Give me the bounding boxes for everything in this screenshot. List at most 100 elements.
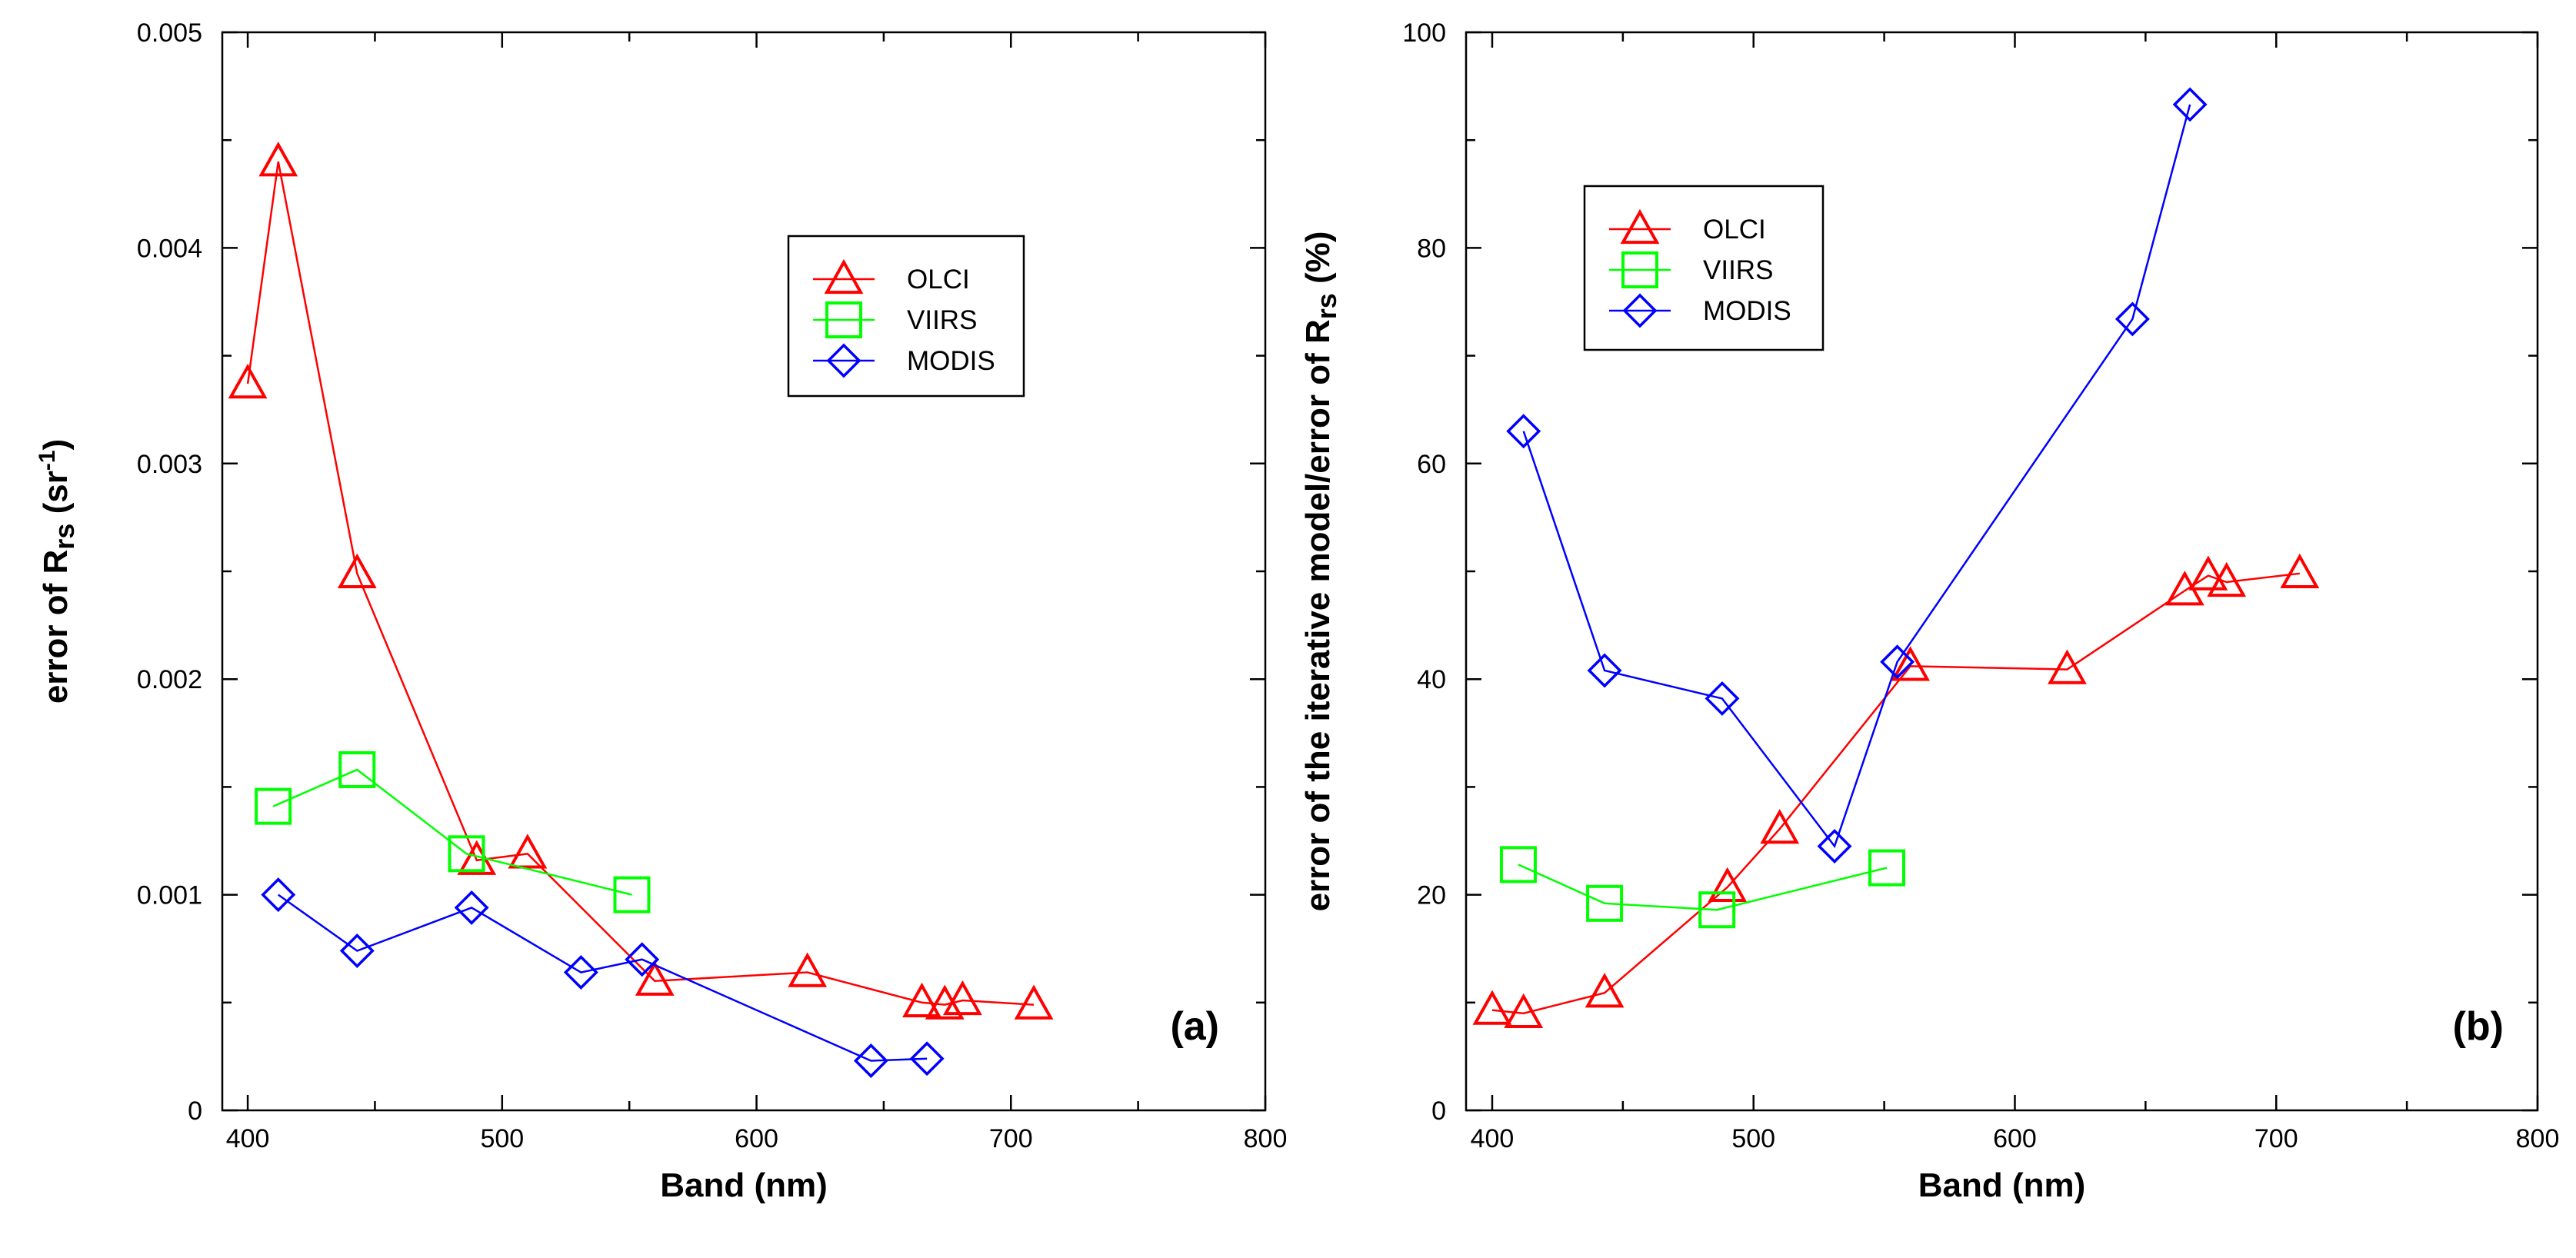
modis-point: [2114, 301, 2150, 337]
modis-point: [1506, 414, 1541, 449]
olci-point: [1891, 646, 1931, 681]
modis-point: [853, 1043, 888, 1078]
legend-olci-marker: [824, 258, 864, 295]
y-tick-label: 60: [1417, 450, 1446, 479]
x-axis-title: Band (nm): [660, 1166, 828, 1204]
y-tick-label: 0.002: [137, 665, 202, 694]
viirs-point: [338, 750, 376, 788]
series-modis: [1506, 87, 2208, 864]
modis-point: [454, 890, 489, 925]
y-axis-title-main: error of R: [37, 550, 75, 704]
legend-olci-marker: [1620, 208, 1660, 245]
series-olci: [1472, 553, 2320, 1028]
olci-point: [635, 960, 675, 996]
modis-point: [339, 934, 375, 968]
y-axis-title-main: error of the iterative model/error of R: [1299, 319, 1337, 911]
x-axis-title: Band (nm): [1918, 1166, 2086, 1204]
olci-point: [1014, 984, 1054, 1020]
series-modis: [261, 877, 945, 1078]
olci-point: [228, 363, 268, 399]
y-tick-label: 100: [1402, 18, 1446, 48]
y-axis-title-suffix: (sr: [37, 471, 75, 523]
legend-modis-marker: [826, 343, 861, 378]
y-tick-label: 40: [1417, 665, 1446, 694]
y-tick-label: 0.003: [137, 450, 202, 479]
legend-label: MODIS: [907, 346, 995, 376]
olci-point: [508, 834, 548, 869]
x-tick-label: 700: [989, 1124, 1033, 1153]
x-tick-label: 600: [1993, 1124, 2037, 1153]
olci-point: [1708, 867, 1748, 902]
modis-point: [625, 942, 660, 977]
legend-label: VIIRS: [907, 305, 977, 335]
y-tick-label: 80: [1417, 234, 1446, 263]
y-axis-title-close: ): [37, 439, 75, 451]
olci-point: [2048, 649, 2087, 684]
modis-point: [1587, 653, 1622, 688]
viirs-point: [1586, 884, 1624, 922]
olci-point: [2207, 561, 2247, 597]
olci-point: [1472, 990, 1512, 1025]
y-axis-title-subscript: rs: [48, 524, 80, 550]
olci-point: [943, 980, 982, 1016]
viirs-point: [255, 787, 292, 825]
x-tick-label: 400: [1471, 1124, 1515, 1153]
modis-point: [261, 877, 296, 913]
legend-modis-marker: [1622, 293, 1658, 328]
chart-panel-0: 400 500 600 700 800 0 0.001 0.002 0.003 0.004 0.00…: [35, 18, 1287, 1204]
series-viirs: [255, 750, 651, 914]
x-tick-label: 700: [2254, 1124, 2298, 1153]
y-axis-title-superscript: -1: [35, 450, 60, 471]
y-axis-title-subscript: rs: [1311, 293, 1342, 319]
y-tick-label: 0: [1431, 1097, 1446, 1126]
viirs-line: [272, 768, 632, 896]
olci-point: [1504, 993, 1544, 1028]
olci-line: [1491, 572, 2300, 1015]
y-tick-label: 20: [1417, 881, 1446, 910]
viirs-point: [1499, 846, 1537, 884]
chart-panel-1: 400 500 600 700 800 0 20 40 60 80 100 Band (nm) erro…: [1299, 18, 2559, 1204]
olci-point: [2188, 555, 2228, 591]
x-tick-label: 400: [226, 1124, 270, 1153]
y-tick-label: 0: [188, 1097, 202, 1126]
legend-label: MODIS: [1703, 296, 1791, 326]
y-axis-title: error of the iterative model/error of Rr…: [1299, 231, 1342, 912]
legend-viirs-marker: [825, 301, 862, 338]
modis-point: [909, 1041, 945, 1077]
y-axis-title-suffix: (%): [1299, 231, 1337, 294]
viirs-line: [1518, 864, 1888, 911]
modis-point: [563, 955, 598, 990]
x-tick-label: 800: [1244, 1124, 1288, 1153]
viirs-point: [613, 876, 651, 914]
y-tick-label: 0.001: [137, 881, 202, 910]
x-tick-label: 500: [1731, 1124, 1775, 1153]
x-tick-label: 800: [2516, 1124, 2560, 1153]
olci-point: [788, 952, 828, 987]
olci-point: [902, 982, 941, 1017]
olci-point: [2280, 553, 2320, 588]
legend: OLCI VIIRS MODIS: [1583, 185, 1825, 351]
viirs-point: [1698, 891, 1736, 929]
x-tick-label: 500: [480, 1124, 524, 1153]
modis-line: [1522, 104, 2191, 849]
legend-label: OLCI: [1703, 215, 1766, 245]
legend-label: VIIRS: [1703, 255, 1773, 285]
y-axis-title: error of Rrs (sr-1): [35, 439, 80, 704]
y-tick-label: 0.005: [137, 18, 202, 48]
panel-label: (a): [1170, 1004, 1219, 1049]
legend: OLCI VIIRS MODIS: [787, 235, 1025, 398]
olci-point: [258, 141, 298, 177]
y-tick-label: 0.004: [137, 234, 202, 263]
panel-label: (b): [2453, 1004, 2504, 1049]
modis-line: [278, 894, 928, 1062]
modis-point: [2172, 87, 2208, 122]
olci-point: [1585, 973, 1625, 1008]
series-viirs: [1499, 846, 1906, 929]
legend-viirs-marker: [1621, 251, 1658, 288]
modis-point: [1817, 829, 1852, 864]
plot-frame: [221, 31, 1267, 1112]
modis-point: [1880, 644, 1915, 680]
legend-label: OLCI: [907, 265, 970, 295]
x-tick-label: 600: [735, 1124, 778, 1153]
viirs-point: [1868, 849, 1906, 887]
